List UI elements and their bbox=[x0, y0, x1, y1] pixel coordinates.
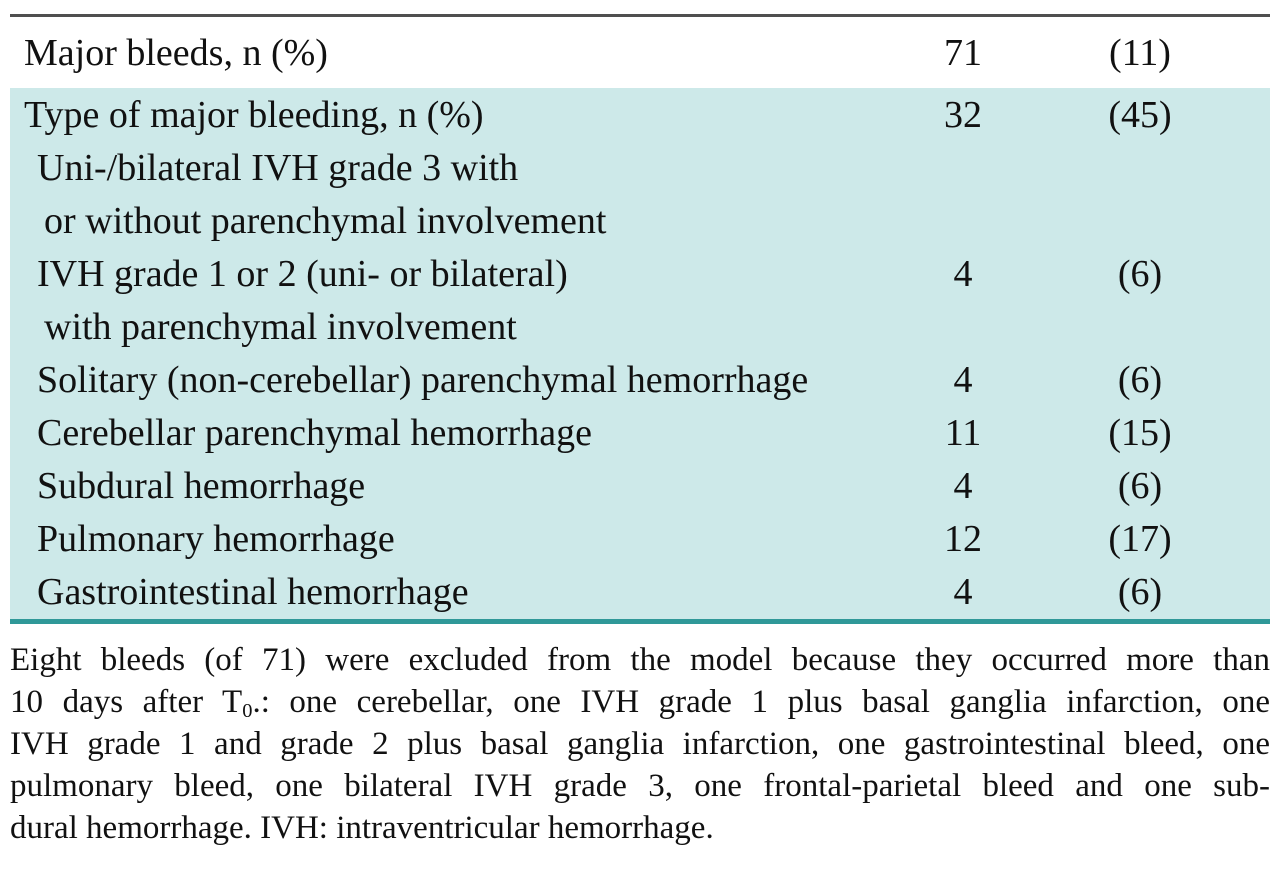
table-row: Uni-/bilateral IVH grade 3 with bbox=[10, 141, 1270, 194]
table-row: Pulmonary hemorrhage 12 (17) bbox=[10, 512, 1270, 565]
row-label: Cerebellar parenchymal hemorrhage bbox=[37, 411, 592, 454]
table-top-rule bbox=[10, 14, 1270, 17]
footnote-line-4: pulmonary bleed, one bilateral IVH grade… bbox=[10, 768, 1270, 804]
t-zero-subscript: 0 bbox=[242, 700, 253, 723]
row-n-value: 32 bbox=[944, 93, 982, 136]
row-label: Gastrointestinal hemorrhage bbox=[37, 570, 469, 613]
row-pct-value: (17) bbox=[1108, 517, 1172, 560]
footnote-line-2-post: .: one cerebellar, one IVH grade 1 plus … bbox=[252, 684, 1270, 720]
row-label: with parenchymal involvement bbox=[44, 305, 517, 348]
row-pct-value: (6) bbox=[1117, 252, 1163, 295]
footnote-line-2-pre: 10 days after T bbox=[10, 684, 243, 720]
row-label: Major bleeds, n (%) bbox=[24, 31, 328, 74]
table-row: Solitary (non-cerebellar) parenchymal he… bbox=[10, 353, 1270, 406]
row-label: or without parenchymal involvement bbox=[44, 199, 607, 242]
row-n-value: 11 bbox=[944, 411, 982, 454]
table-footnote: Eight bleeds (of 71) were excluded from … bbox=[10, 639, 1270, 849]
table-row: Cerebellar parenchymal hemorrhage 11 (15… bbox=[10, 406, 1270, 459]
footnote-line-5: dural hemorrhage. IVH: intraventricular … bbox=[10, 810, 714, 846]
row-pct-value: (6) bbox=[1117, 570, 1163, 613]
footnote-line-1: Eight bleeds (of 71) were excluded from … bbox=[10, 642, 1270, 678]
row-n-value: 4 bbox=[953, 252, 973, 295]
row-pct-value: (45) bbox=[1108, 93, 1172, 136]
row-n-value: 71 bbox=[944, 31, 982, 74]
table-row: with parenchymal involvement bbox=[10, 300, 1270, 353]
footnote-line-2: 10 days after T0.: one cerebellar, one I… bbox=[10, 681, 1270, 723]
type-of-major-bleeding-section: Type of major bleeding, n (%) 32 (45) Un… bbox=[10, 88, 1270, 624]
row-n-value: 12 bbox=[944, 517, 982, 560]
footnote-line-3: IVH grade 1 and grade 2 plus basal gangl… bbox=[10, 726, 1270, 762]
row-n-value: 4 bbox=[953, 570, 973, 613]
row-label: Type of major bleeding, n (%) bbox=[24, 93, 484, 136]
table-row-major-bleeds: Major bleeds, n (%) 71 (11) bbox=[10, 17, 1270, 88]
row-pct-value: (6) bbox=[1117, 358, 1163, 401]
row-label: Solitary (non-cerebellar) parenchymal he… bbox=[37, 358, 809, 401]
row-n-value: 4 bbox=[953, 464, 973, 507]
table-row: Gastrointestinal hemorrhage 4 (6) bbox=[10, 565, 1270, 618]
row-pct-value: (11) bbox=[1109, 31, 1171, 74]
table-row: or without parenchymal involvement bbox=[10, 194, 1270, 247]
row-label: IVH grade 1 or 2 (uni- or bilateral) bbox=[37, 252, 568, 295]
row-pct-value: (15) bbox=[1108, 411, 1172, 454]
table-row: Type of major bleeding, n (%) 32 (45) bbox=[10, 88, 1270, 141]
table-row: IVH grade 1 or 2 (uni- or bilateral) 4 (… bbox=[10, 247, 1270, 300]
row-label: Subdural hemorrhage bbox=[37, 464, 366, 507]
row-label: Pulmonary hemorrhage bbox=[37, 517, 395, 560]
row-n-value: 4 bbox=[953, 358, 973, 401]
row-pct-value: (6) bbox=[1117, 464, 1163, 507]
row-label: Uni-/bilateral IVH grade 3 with bbox=[37, 146, 519, 189]
table-row: Subdural hemorrhage 4 (6) bbox=[10, 459, 1270, 512]
